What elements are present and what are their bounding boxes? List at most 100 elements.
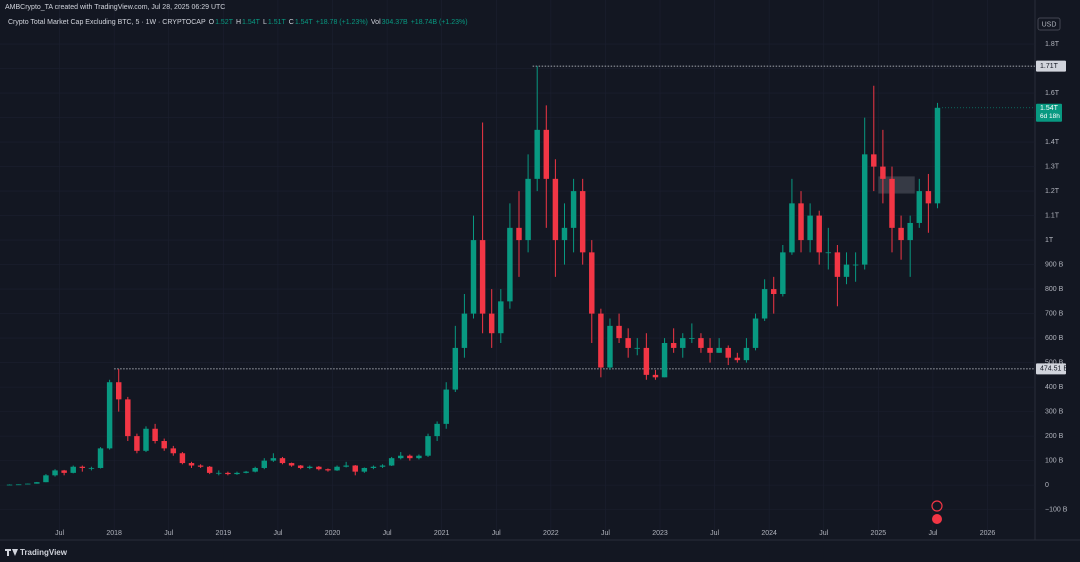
last-price-label: 1.54T <box>1040 105 1059 112</box>
candle-body <box>834 252 841 277</box>
y-tick-label: 300 B <box>1045 408 1064 415</box>
candle-body <box>416 455 422 459</box>
candle-body <box>170 448 177 454</box>
candle-body <box>106 382 113 449</box>
x-tick-label: 2023 <box>652 530 668 537</box>
candle-body <box>88 467 95 469</box>
candle-body <box>134 436 140 451</box>
y-tick-label: 1.2T <box>1045 188 1060 195</box>
candle-body <box>225 472 231 475</box>
candle-body <box>634 347 640 349</box>
y-tick-label: 1.3T <box>1045 163 1060 170</box>
candle-body <box>179 453 186 464</box>
candle-body <box>379 465 386 467</box>
candle-body <box>625 338 631 348</box>
candle-body <box>115 382 122 400</box>
candle-body <box>425 436 431 456</box>
event-icon[interactable] <box>932 514 942 524</box>
y-tick-label: 1.6T <box>1045 90 1060 97</box>
y-tick-label: 0 <box>1045 482 1049 489</box>
x-tick-label: Jul <box>164 530 173 537</box>
currency: USD <box>1042 21 1057 28</box>
legend-field-value: 1.51T <box>268 19 287 26</box>
y-tick-label: 1.1T <box>1045 212 1060 219</box>
event-icon[interactable] <box>931 500 943 512</box>
candle-body <box>852 264 859 266</box>
candle-body <box>698 338 704 348</box>
candle-body <box>770 289 777 295</box>
candle-body <box>789 203 795 253</box>
candle-body <box>780 252 786 295</box>
candle-body <box>616 325 622 339</box>
plot <box>6 65 1035 486</box>
x-tick-label: Jul <box>819 530 828 537</box>
candle-body <box>607 325 613 368</box>
legend-name: Crypto Total Market Cap Excluding BTC, 5… <box>8 19 206 26</box>
candle-body <box>579 191 586 253</box>
candle-body <box>707 347 713 353</box>
candle-body <box>34 482 40 484</box>
candle-body <box>807 215 813 241</box>
candle-body <box>916 191 923 223</box>
candle-body <box>925 191 932 204</box>
legend-field-value: 1.52T <box>215 19 234 26</box>
y-tick-label: 1.8T <box>1045 41 1060 48</box>
x-tick-label: Jul <box>383 530 392 537</box>
candle-body <box>407 455 413 459</box>
x-tick-label: 2025 <box>871 530 887 537</box>
candle-body <box>70 466 76 473</box>
axes: −100 B 0 100 B 200 B 300 B 400 B 500 B 600 B 700… <box>55 41 1068 537</box>
y-tick-label: −100 B <box>1045 506 1068 513</box>
candle-body <box>525 178 531 241</box>
candle-body <box>643 347 650 375</box>
candle-body <box>907 222 913 241</box>
x-tick-label: Jul <box>601 530 610 537</box>
candle-body <box>898 227 904 241</box>
legend-field-label: H <box>236 19 241 26</box>
header: AMBCrypto_TA created with TradingView.co… <box>5 4 225 11</box>
legend-field-label: O <box>209 19 215 26</box>
footer-logo <box>5 549 18 556</box>
candle-body <box>889 178 895 228</box>
candle-body <box>6 484 13 486</box>
y-tick-label: 1T <box>1045 237 1054 244</box>
candle-body <box>470 240 477 314</box>
candle-body <box>589 252 595 314</box>
x-tick-label: Jul <box>710 530 719 537</box>
candle-body <box>734 357 741 361</box>
candle-body <box>798 203 804 241</box>
candle-body <box>725 347 731 358</box>
level-label-box <box>1036 363 1066 375</box>
candle-body <box>43 475 49 483</box>
countdown: 6d 18h <box>1040 113 1060 120</box>
candle-body <box>861 154 868 265</box>
y-tick-label: 1.4T <box>1045 139 1060 146</box>
candle-body <box>307 466 313 468</box>
candle-body <box>61 470 67 473</box>
candle-body <box>143 428 149 451</box>
candle-body <box>261 460 268 468</box>
x-tick-label: 2022 <box>543 530 559 537</box>
candle-body <box>334 466 340 471</box>
candle-body <box>398 455 404 459</box>
candle-body <box>507 227 513 302</box>
candle-body <box>206 466 213 473</box>
candle-body <box>388 458 395 466</box>
x-tick-label: 2024 <box>761 530 777 537</box>
candle-body <box>488 313 495 334</box>
candle-body <box>934 107 941 204</box>
candle-body <box>761 289 768 319</box>
candle-body <box>370 466 377 468</box>
candle-body <box>716 347 722 353</box>
legend-volume: 304.37B <box>382 19 408 26</box>
y-tick-label: 700 B <box>1045 310 1064 317</box>
candle-body <box>843 264 850 277</box>
x-tick-label: 2021 <box>434 530 450 537</box>
y-tick-label: 400 B <box>1045 384 1064 391</box>
candle-body <box>279 458 286 464</box>
legend-volume-label: Vol <box>371 19 381 26</box>
currency-box[interactable] <box>1037 17 1061 31</box>
legend-field-value: 1.54T <box>295 19 314 26</box>
y-tick-label: 800 B <box>1045 286 1064 293</box>
legend-field-label: L <box>263 19 267 26</box>
